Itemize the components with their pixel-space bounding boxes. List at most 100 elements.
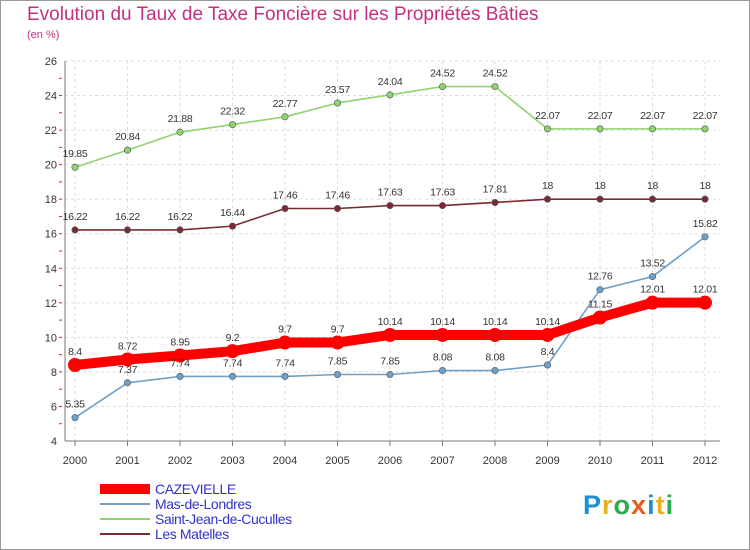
data-labels: 8.4 8.72 8.95 9.2 9.7 9.7 10.14 10.14 10.14 10.14…: [63, 68, 719, 411]
data-label: 17.81: [483, 183, 508, 195]
data-label: 23.57: [325, 84, 350, 96]
data-point: [648, 195, 656, 203]
data-point: [281, 205, 289, 213]
x-tick-label: 2011: [641, 455, 665, 467]
x-tick-label: 2001: [115, 455, 139, 467]
data-point: [333, 370, 341, 378]
y-tick-label: 26: [45, 56, 57, 68]
y-tick-label: 8: [51, 367, 57, 379]
data-point: [176, 372, 184, 380]
logo-letter: x: [631, 490, 648, 520]
data-label: 8.08: [433, 352, 453, 364]
y-tick-label: 16: [45, 229, 57, 241]
data-label: 7.74: [223, 357, 243, 369]
data-point: [386, 202, 394, 210]
data-label: 22.07: [640, 110, 665, 122]
data-point: [333, 205, 341, 213]
x-tick-label: 2012: [693, 455, 717, 467]
data-point: [124, 146, 132, 154]
data-point: [229, 372, 237, 380]
data-point: [71, 163, 79, 171]
data-point: [176, 128, 184, 136]
x-tick-label: 2007: [430, 455, 454, 467]
axes: 4 6 8 10 12 14 16 18 20 22 24 26 2000 2001 2002 2003 200…: [45, 56, 720, 467]
data-label: 20.84: [115, 131, 140, 143]
data-label: 9.2: [226, 332, 240, 344]
logo-letter: o: [613, 490, 632, 520]
data-label: 12.01: [640, 284, 665, 296]
data-label: 16.22: [63, 211, 88, 223]
data-label: 18: [647, 180, 659, 192]
data-label: 8.72: [118, 340, 138, 352]
data-label: 8.4: [68, 346, 82, 358]
data-point: [491, 198, 499, 206]
data-label: 24.52: [483, 68, 508, 80]
data-point: [543, 361, 551, 369]
data-label: 24.52: [430, 68, 455, 80]
data-point: [229, 222, 237, 230]
data-point: [438, 367, 446, 375]
legend-label: Saint-Jean-de-Cuculles: [155, 511, 292, 527]
data-point: [438, 83, 446, 91]
data-point: [540, 327, 555, 342]
data-point: [438, 202, 446, 210]
data-label: 18: [542, 180, 554, 192]
data-label: 16.22: [168, 211, 193, 223]
legend-swatch: [100, 518, 150, 520]
chart-unit: (en %): [27, 29, 60, 41]
data-point: [281, 113, 289, 121]
data-point: [225, 344, 240, 359]
logo-letter: P: [583, 490, 603, 520]
y-tick-label: 24: [45, 91, 57, 103]
x-tick-label: 2010: [588, 455, 612, 467]
series-layer: [68, 83, 712, 422]
chart-title: Evolution du Taux de Taxe Foncière sur l…: [27, 4, 539, 25]
data-label: 16.44: [220, 207, 245, 219]
data-label: 8.08: [485, 352, 505, 364]
logo-letter: r: [602, 490, 614, 520]
data-label: 7.85: [328, 356, 348, 368]
y-tick-label: 6: [51, 401, 57, 413]
data-point: [229, 121, 237, 129]
data-point: [173, 348, 187, 363]
data-label: 12.76: [588, 271, 613, 283]
data-label: 16.22: [115, 211, 140, 223]
x-tick-label: 2008: [483, 455, 507, 467]
data-label: 7.37: [118, 364, 138, 376]
x-tick-label: 2002: [168, 455, 192, 467]
data-label: 17.63: [430, 187, 455, 199]
legend-label: CAZEVIELLE: [155, 481, 236, 497]
data-point: [543, 125, 551, 133]
data-point: [124, 379, 132, 387]
data-point: [281, 372, 289, 380]
data-label: 9.7: [278, 324, 292, 336]
data-point: [701, 233, 709, 241]
data-label: 19.85: [63, 148, 88, 160]
data-point: [491, 83, 499, 91]
x-tick-label: 2000: [63, 455, 87, 467]
data-point: [330, 335, 345, 350]
data-label: 11.15: [588, 299, 612, 311]
data-point: [386, 370, 394, 378]
data-point: [120, 352, 135, 367]
data-point: [701, 195, 709, 203]
data-label: 22.77: [273, 98, 298, 110]
y-tick-label: 18: [45, 194, 57, 206]
data-label: 22.07: [588, 110, 613, 122]
data-label: 8.95: [170, 337, 190, 349]
data-label: 15.82: [693, 218, 718, 230]
legend-swatch: [100, 484, 150, 494]
data-point: [648, 273, 656, 281]
data-label: 10.14: [483, 316, 508, 328]
data-label: 17.46: [273, 190, 298, 202]
y-tick-label: 12: [45, 298, 57, 310]
data-label: 17.63: [378, 187, 403, 199]
grid: [65, 60, 720, 441]
x-tick-label: 2003: [220, 455, 244, 467]
data-label: 22.32: [220, 106, 245, 118]
data-label: 22.07: [693, 110, 718, 122]
logo-letter: i: [665, 490, 675, 520]
data-label: 12.01: [693, 284, 718, 296]
